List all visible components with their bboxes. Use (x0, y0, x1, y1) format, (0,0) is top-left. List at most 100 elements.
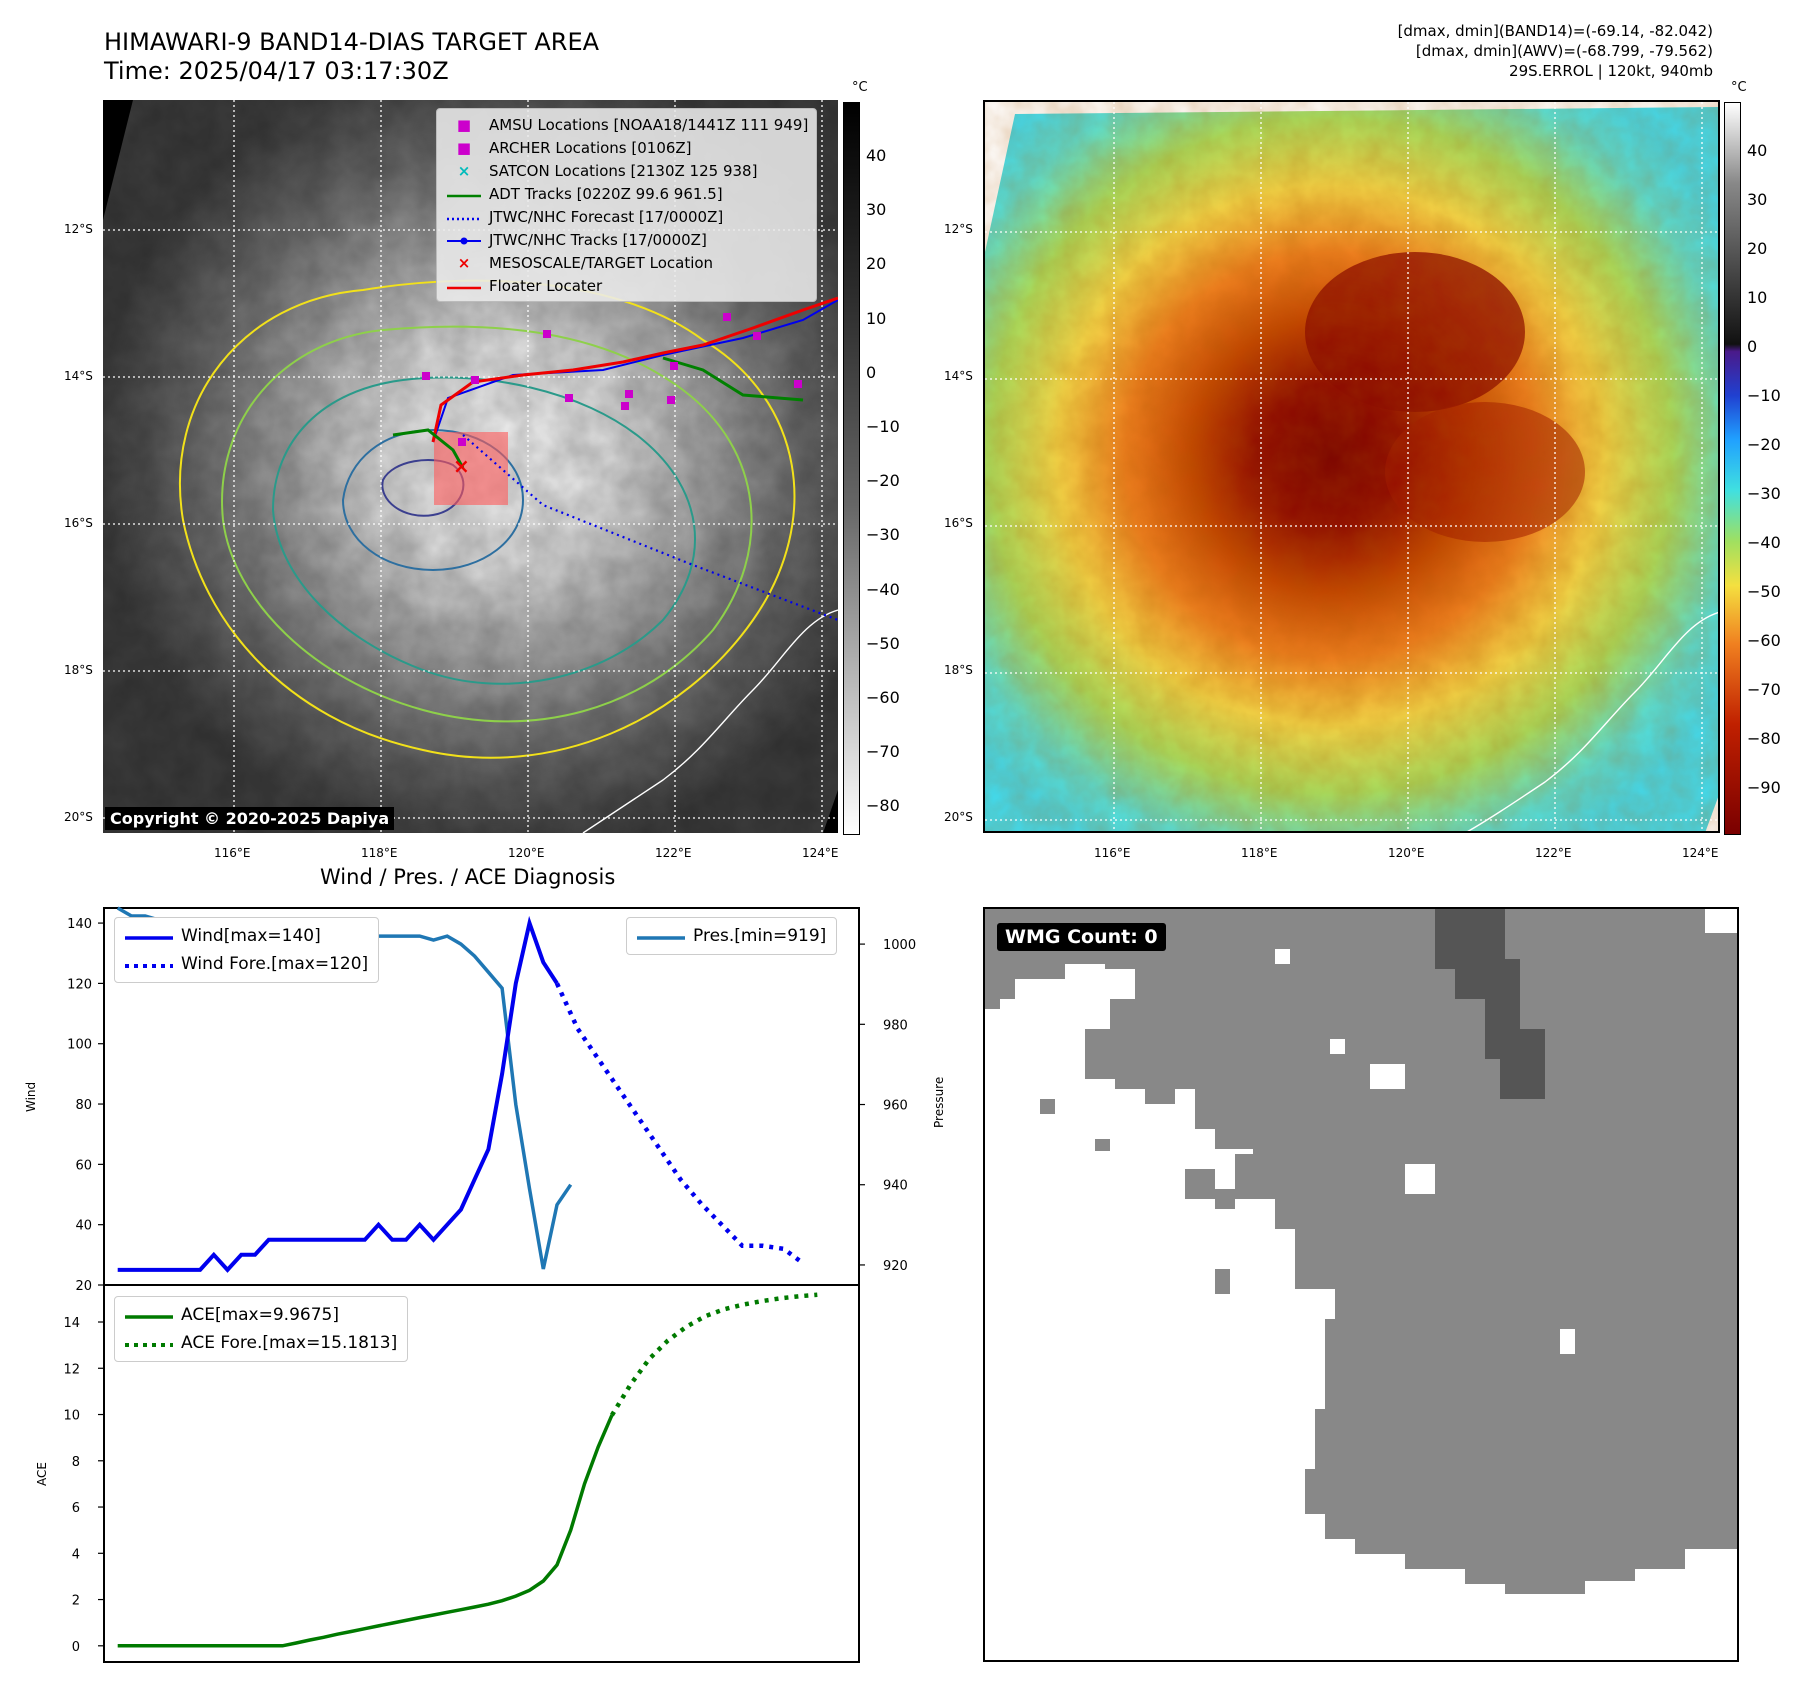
color-colorbar (1724, 102, 1741, 835)
pressure-tick-label: 1000 (883, 938, 916, 953)
lon-label: 122°E (1535, 846, 1572, 860)
dmax-band14: [dmax, dmin](BAND14)=(-69.14, -82.042) (1397, 22, 1713, 40)
colorbar-tick-label: −20 (866, 471, 900, 491)
legend-label: Pres.[min=919] (693, 926, 827, 946)
legend-jtwc-forecast: JTWC/NHC Forecast [17/0000Z] (445, 205, 808, 228)
colorbar-tick-label: 20 (1747, 239, 1768, 258)
lon-label: 120°E (1388, 846, 1425, 860)
wind-tick-label: 60 (75, 1158, 92, 1173)
lat-label: 12°S (944, 222, 973, 236)
pressure-axis-label: Pressure (932, 1076, 946, 1128)
colorbar-tick-label: −40 (1747, 533, 1781, 552)
ace-tick-label: 14 (63, 1316, 80, 1331)
legend-pressure: Pres.[min=919] (637, 922, 826, 950)
colorbar-tick-label: −70 (866, 742, 900, 762)
ace-tick-label: 4 (72, 1547, 80, 1562)
wmg-panel: WMG Count: 0 (983, 907, 1739, 1662)
colorbar-tick-label: 20 (866, 254, 887, 274)
legend-mesoscale: × MESOSCALE/TARGET Location (445, 251, 808, 274)
colorbar-tick-label: −80 (866, 796, 900, 816)
ace-tick-label: 10 (63, 1409, 80, 1424)
colorbar-tick-label: −10 (1747, 386, 1781, 405)
lon-label: 116°E (1094, 846, 1131, 860)
line-icon (445, 185, 483, 203)
colorbar-tick-label: −30 (866, 525, 900, 545)
line-icon (125, 926, 173, 946)
colorbar-tick-label: 10 (866, 308, 887, 328)
legend-label: MESOSCALE/TARGET Location (489, 253, 714, 272)
colorbar-tick-label: 30 (1747, 190, 1768, 209)
square-marker-icon: ■ (456, 138, 472, 157)
lat-label: 20°S (64, 810, 93, 824)
adt-track (392, 428, 465, 469)
ace-tick-label: 2 (72, 1594, 80, 1609)
colorbar-tick-label: 0 (866, 362, 877, 382)
forecast-track (462, 434, 838, 622)
lat-label: 16°S (64, 516, 93, 530)
line-icon (637, 926, 685, 946)
colorbar-tick-label: −70 (1747, 680, 1781, 699)
lat-label: 18°S (944, 663, 973, 677)
colorbar-tick-label: −60 (866, 688, 900, 707)
figure-title: HIMAWARI-9 BAND14-DIAS TARGET AREA (104, 28, 600, 56)
legend-label: ARCHER Locations [0106Z] (489, 138, 692, 157)
wind-tick-label: 40 (75, 1219, 92, 1234)
pressure-tick-label: 980 (883, 1018, 908, 1033)
lon-label: 124°E (1682, 846, 1719, 860)
copyright-label: Copyright © 2020-2025 Dapiya (105, 807, 395, 830)
legend-label: ADT Tracks [0220Z 99.6 961.5] (489, 184, 723, 203)
ace-line (117, 1414, 614, 1648)
wind-axis-label: Wind (24, 1081, 38, 1112)
lon-label: 118°E (1241, 846, 1278, 860)
lon-label: 124°E (802, 846, 839, 860)
ace-legend: ACE[max=9.9675] ACE Fore.[max=15.1813] (114, 1296, 409, 1362)
wind-tick-label: 140 (67, 917, 92, 932)
line-icon (125, 1305, 173, 1325)
ace-tick-label: 6 (72, 1501, 80, 1516)
dotted-line-icon (125, 954, 173, 974)
legend-label: Wind[max=140] (181, 926, 321, 946)
pressure-tick-label: 940 (883, 1179, 908, 1194)
target-x-marker: × (453, 454, 470, 478)
lat-label: 14°S (944, 369, 973, 383)
wind-line (117, 915, 559, 1273)
pressure-legend: Pres.[min=919] (626, 917, 838, 955)
color-map-gridlines (985, 102, 1718, 831)
dmax-awv: [dmax, dmin](AWV)=(-68.799, -79.562) (1415, 42, 1713, 60)
color-map-graphics (985, 102, 1718, 831)
wmg-gray-region (985, 909, 1737, 1594)
legend-wind-forecast: Wind Fore.[max=120] (125, 950, 368, 978)
colorbar-tick-label: −40 (866, 579, 900, 599)
wind-tick-label: 80 (75, 1098, 92, 1113)
colorbar-tick-label: −30 (1747, 484, 1781, 503)
legend-label: AMSU Locations [NOAA18/1441Z 111 949] (489, 115, 809, 134)
colorbar-tick-label: −50 (1747, 582, 1781, 601)
ace-tick-label: 0 (72, 1640, 80, 1655)
colorbar-tick-label: −80 (1747, 729, 1781, 748)
legend-label: Wind Fore.[max=120] (181, 954, 369, 974)
dotted-line-icon (445, 208, 483, 226)
legend-floater: Floater Locater (445, 274, 808, 297)
colorbar-tick-label: 40 (1747, 141, 1768, 160)
colorbar-tick-label: −50 (866, 633, 900, 653)
wind-forecast-line (554, 982, 806, 1266)
x-marker-icon: × (457, 253, 471, 272)
legend-wind: Wind[max=140] (125, 922, 368, 950)
observed-track (432, 299, 838, 443)
colorbar-tick-label: 30 (866, 200, 887, 220)
legend-jtwc-tracks: JTWC/NHC Tracks [17/0000Z] (445, 228, 808, 251)
dotted-line-icon (125, 1333, 173, 1353)
diagnosis-title: Wind / Pres. / ACE Diagnosis (320, 865, 616, 889)
gray-colorbar (843, 102, 860, 835)
wind-legend: Wind[max=140] Wind Fore.[max=120] (114, 917, 380, 983)
ir-color-map (983, 100, 1720, 833)
line-dot-icon (445, 231, 483, 249)
colorbar-tick-label: −90 (1747, 778, 1781, 797)
legend-ace-forecast: ACE Fore.[max=15.1813] (125, 1329, 397, 1357)
lat-label: 20°S (944, 810, 973, 824)
lat-label: 14°S (64, 369, 93, 383)
lon-label: 120°E (508, 846, 545, 860)
colorbar-tick-label: 40 (866, 146, 887, 165)
pressure-tick-label: 960 (883, 1099, 908, 1114)
lat-label: 12°S (64, 222, 93, 236)
